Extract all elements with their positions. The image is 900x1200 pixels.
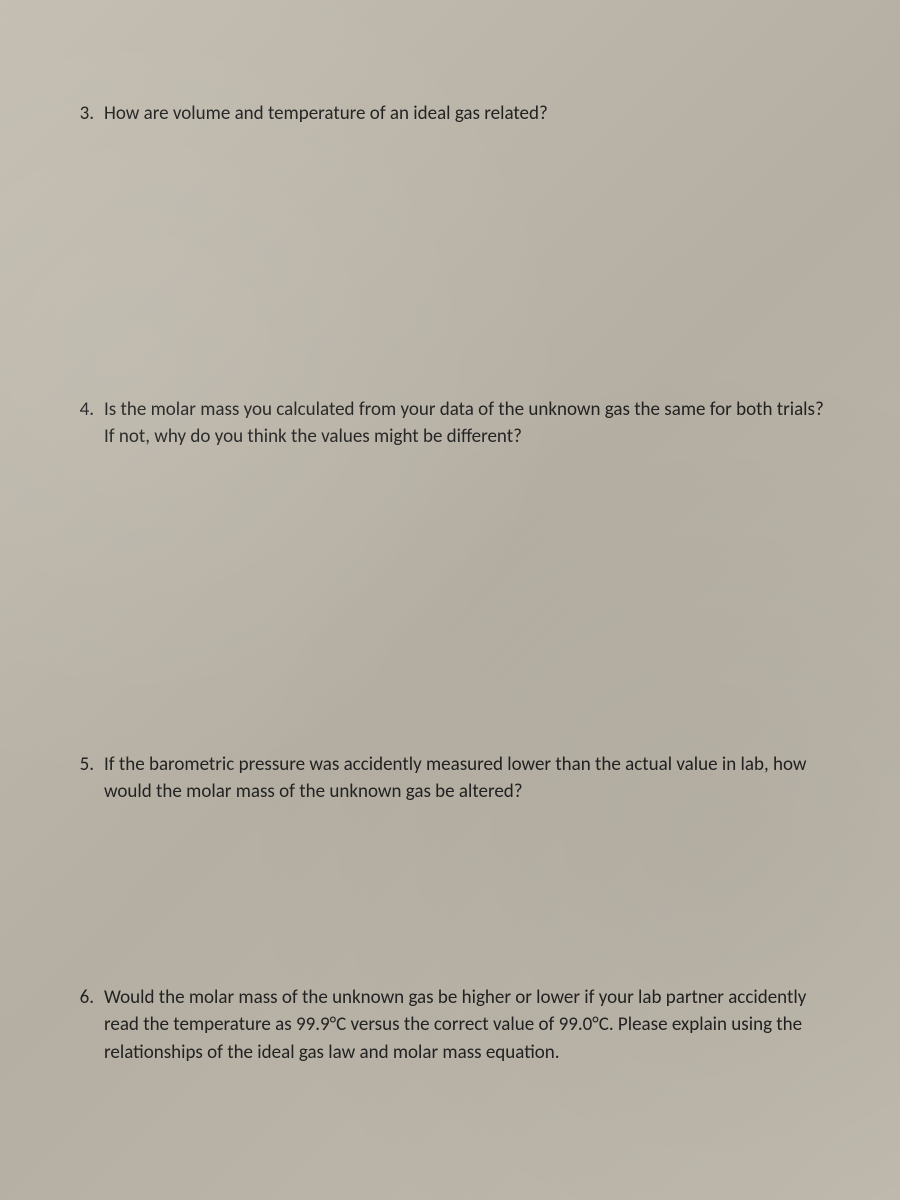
question-5: 5. If the barometric pressure was accide… [70,751,830,806]
question-number: 5. [70,751,104,779]
question-text: If the barometric pressure was accidentl… [104,751,830,806]
question-number: 6. [70,984,104,1012]
question-text: How are volume and temperature of an ide… [104,100,830,128]
question-3: 3. How are volume and temperature of an … [70,100,830,128]
worksheet-page: 3. How are volume and temperature of an … [0,0,900,1200]
question-text: Would the molar mass of the unknown gas … [104,984,830,1067]
question-number: 4. [70,396,104,424]
question-6: 6. Would the molar mass of the unknown g… [70,984,830,1067]
question-4: 4. Is the molar mass you calculated from… [70,396,830,451]
question-number: 3. [70,100,104,128]
question-text: Is the molar mass you calculated from yo… [104,396,830,451]
